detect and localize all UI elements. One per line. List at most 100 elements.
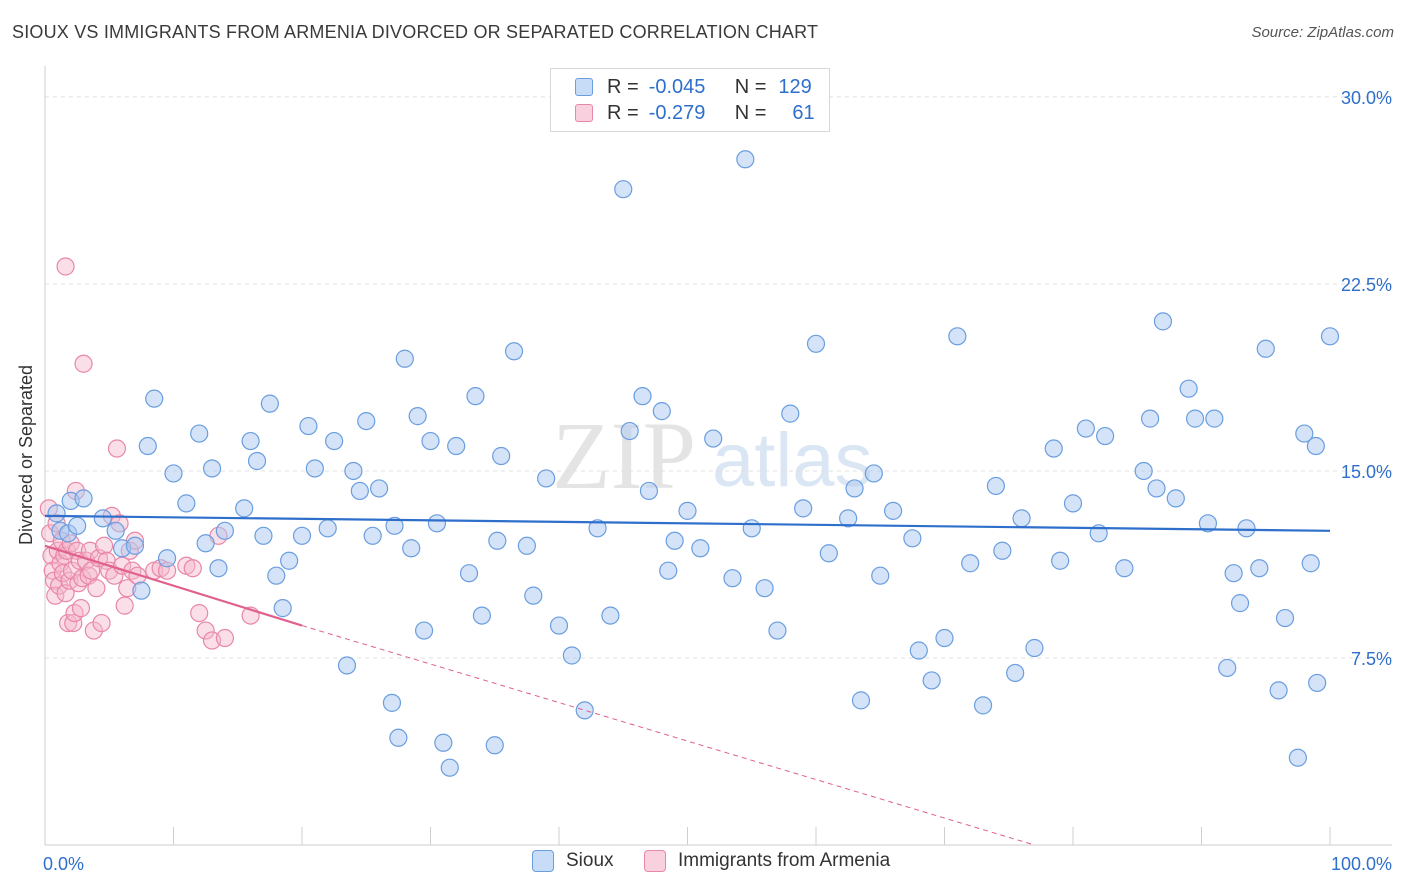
sioux-point — [472, 606, 491, 625]
sioux-point — [267, 566, 286, 585]
sioux-point — [1166, 489, 1185, 508]
sioux-point — [292, 526, 312, 545]
series-legend: Sioux Immigrants from Armenia — [0, 850, 1406, 878]
sioux-point — [485, 736, 504, 755]
sioux-point — [254, 526, 273, 545]
sioux-point — [299, 416, 318, 436]
sioux-point — [1006, 663, 1025, 683]
sioux-point — [440, 758, 459, 777]
sioux-point — [845, 479, 864, 498]
armenia-point — [115, 596, 134, 615]
sioux-point — [549, 616, 569, 635]
sioux-point — [241, 431, 260, 451]
sioux-point — [1025, 638, 1044, 658]
sioux-point — [678, 501, 697, 520]
sioux-point — [755, 579, 774, 598]
sioux-point — [138, 436, 157, 456]
y-tick-label: 15.0% — [1341, 462, 1392, 482]
sioux-trend-line — [44, 514, 1331, 532]
watermark-zip: ZIP — [552, 402, 696, 509]
sioux-point — [768, 621, 787, 640]
armenia-point — [196, 621, 215, 640]
y-tick-label: 30.0% — [1341, 88, 1392, 108]
sioux-point — [1179, 379, 1198, 398]
sioux-point — [235, 499, 254, 518]
sioux-point — [492, 446, 511, 466]
sioux-point — [1288, 748, 1307, 767]
sioux-point — [517, 536, 536, 555]
sioux-point — [164, 464, 183, 483]
series-sioux-points — [47, 150, 1340, 777]
sioux-point — [1012, 509, 1031, 528]
armenia-point — [87, 579, 106, 598]
sioux-point — [318, 519, 337, 538]
sioux-point — [280, 551, 299, 570]
sioux-point — [385, 516, 404, 535]
armenia-point — [71, 599, 91, 618]
sioux-point — [74, 489, 93, 508]
sioux-point — [305, 459, 324, 478]
sioux-point — [864, 464, 883, 483]
sioux-point — [1308, 673, 1327, 693]
armenia-point — [183, 559, 202, 578]
axes — [44, 66, 1392, 846]
sioux-point — [273, 599, 292, 618]
sioux-point — [1115, 559, 1134, 578]
sioux-point — [1224, 564, 1243, 583]
sioux-point — [132, 581, 151, 600]
sioux-point — [106, 521, 125, 540]
legend-label-armenia: Immigrants from Armenia — [678, 850, 891, 871]
sioux-point — [215, 521, 234, 540]
sioux-point — [652, 402, 671, 421]
sioux-point — [537, 469, 556, 488]
sioux-point — [1147, 479, 1166, 498]
sioux-point — [575, 701, 594, 720]
sioux-point — [620, 421, 639, 441]
n-label: N = — [734, 101, 767, 124]
sioux-point — [1044, 439, 1063, 458]
armenia-point — [59, 613, 78, 633]
legend-item-armenia: Immigrants from Armenia — [644, 850, 890, 872]
sioux-point — [125, 536, 145, 555]
sioux-point — [488, 531, 507, 550]
sioux-legend-swatch — [532, 850, 554, 872]
sioux-point — [370, 479, 389, 498]
sioux-point — [68, 516, 87, 535]
sioux-point — [993, 541, 1012, 560]
r-value-armenia: -0.279 — [648, 101, 706, 124]
sioux-point — [601, 606, 620, 625]
sioux-point — [190, 424, 209, 443]
sioux-point — [704, 429, 723, 448]
r-label: R = — [607, 75, 639, 98]
sioux-point — [1250, 559, 1269, 578]
sioux-point — [1306, 436, 1325, 456]
sioux-point — [961, 554, 980, 573]
sioux-point — [633, 387, 652, 406]
y-axis-label: Divorced or Separated — [16, 365, 36, 545]
armenia-point — [107, 439, 127, 458]
n-label: N = — [734, 75, 767, 98]
legend-item-sioux: Sioux — [532, 850, 614, 872]
sioux-point — [871, 566, 890, 585]
n-value-armenia: 61 — [792, 101, 815, 124]
chart-title: SIOUX VS IMMIGRANTS FROM ARMENIA DIVORCE… — [12, 22, 819, 42]
armenia-trend-line — [44, 544, 303, 627]
armenia-legend-swatch — [644, 850, 666, 872]
stats-legend-row-sioux: R = -0.045 N = 129 — [575, 75, 812, 99]
armenia-point — [74, 354, 93, 373]
sioux-point — [177, 494, 196, 513]
sioux-point — [1076, 419, 1095, 438]
trend-lines — [44, 514, 1331, 846]
sioux-point — [614, 180, 633, 199]
sioux-point — [524, 586, 543, 605]
sioux-point — [1256, 339, 1275, 358]
sioux-point — [903, 529, 922, 548]
sioux-point — [47, 504, 66, 523]
sioux-point — [973, 696, 993, 715]
sioux-point — [350, 481, 369, 501]
sioux-point — [1198, 514, 1218, 533]
sioux-point — [1295, 424, 1314, 443]
sioux-point — [434, 733, 453, 752]
sioux-point — [260, 394, 279, 413]
